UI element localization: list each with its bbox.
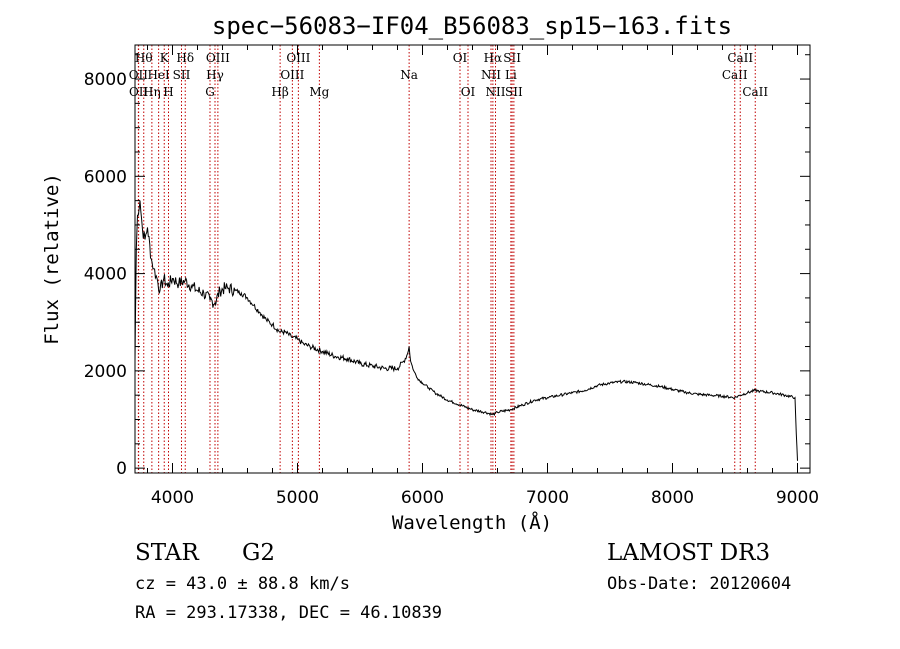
x-axis-label: Wavelength (Å) — [392, 511, 552, 534]
spectrum-line — [134, 200, 798, 461]
y-tick-label-0: 0 — [116, 459, 127, 479]
line-label-12: Hβ — [271, 85, 288, 99]
line-label-17: OI — [453, 51, 468, 65]
x-tick-label-9000: 9000 — [776, 488, 819, 508]
chart-title: spec−56083−IF04_B56083_sp15−163.fits — [212, 12, 732, 40]
line-label-6: H — [163, 85, 173, 99]
line-label-2: Hθ — [135, 51, 153, 65]
survey-name: LAMOST DR3 — [607, 540, 771, 566]
line-label-21: NII — [486, 85, 506, 99]
object-class: STAR — [135, 540, 199, 566]
y-axis: 0 2000 4000 6000 8000 — [84, 54, 810, 479]
x-tick-label-6000: 6000 — [401, 488, 444, 508]
line-label-18: OI — [461, 85, 476, 99]
object-subclass: G2 — [242, 540, 276, 566]
line-label-10: Hγ — [206, 68, 224, 82]
coordinates: RA = 293.17338, DEC = 46.10839 — [135, 603, 443, 623]
line-label-26: CaII — [727, 51, 753, 65]
y-tick-label-4000: 4000 — [84, 265, 127, 285]
x-tick-label-4000: 4000 — [151, 488, 194, 508]
line-label-14: OIII — [286, 51, 310, 65]
line-label-20: Hα — [484, 51, 503, 65]
line-label-24: SII — [505, 85, 523, 99]
x-tick-label-7000: 7000 — [526, 488, 569, 508]
line-label-23: SII — [503, 51, 521, 65]
line-label-11: OIII — [206, 51, 230, 65]
x-axis: 4000 5000 6000 7000 8000 9000 — [147, 45, 819, 508]
line-label-15: Mg — [309, 85, 329, 99]
line-label-7: SII — [173, 68, 191, 82]
y-tick-label-2000: 2000 — [84, 362, 127, 382]
y-tick-label-8000: 8000 — [84, 70, 127, 90]
line-label-9: G — [205, 85, 215, 99]
y-tick-label-6000: 6000 — [84, 167, 127, 187]
line-label-19: NII — [481, 68, 501, 82]
obs-date: Obs-Date: 20120604 — [607, 574, 792, 594]
redshift-readout: cz = 43.0 ± 88.8 km/s — [135, 574, 350, 594]
spectral-line-markers: OIIOIIHθHηHeIKHSIIHδGHγOIIIHβOIIIOIIIMgN… — [129, 45, 768, 473]
x-tick-label-8000: 8000 — [651, 488, 694, 508]
line-label-8: Hδ — [176, 51, 194, 65]
line-label-5: K — [160, 51, 170, 65]
line-label-27: CaII — [742, 85, 768, 99]
x-tick-label-5000: 5000 — [276, 488, 319, 508]
y-axis-label: Flux (relative) — [41, 173, 63, 345]
line-label-16: Na — [400, 68, 418, 82]
line-label-13: OIII — [280, 68, 304, 82]
line-label-22: Li — [505, 68, 517, 82]
line-label-0: OII — [129, 68, 149, 82]
line-label-4: HeI — [147, 68, 170, 82]
line-label-3: Hη — [143, 85, 161, 99]
line-label-25: CaII — [722, 68, 748, 82]
